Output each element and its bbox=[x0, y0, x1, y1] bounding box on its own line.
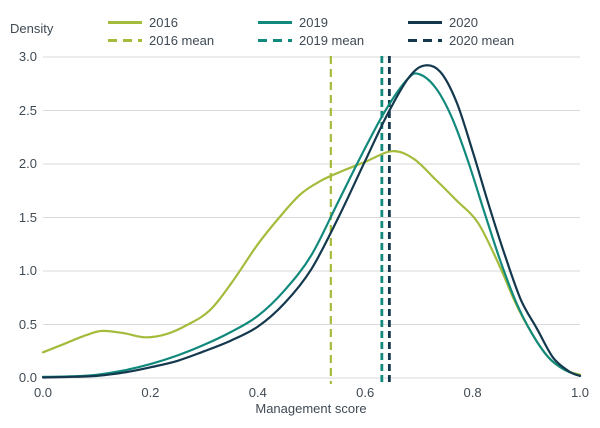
legend-label: 2020 bbox=[449, 15, 478, 30]
legend-label: 2019 mean bbox=[299, 33, 365, 48]
y-tick-label: 0.5 bbox=[18, 316, 37, 332]
x-tick-label: 0.8 bbox=[463, 385, 482, 400]
x-tick-label: 0.2 bbox=[141, 385, 160, 400]
y-tick-label: 1.5 bbox=[18, 209, 37, 225]
y-tick-label: 3.0 bbox=[18, 49, 37, 64]
legend-label: 2020 mean bbox=[449, 33, 515, 48]
line-swatch-2019 bbox=[258, 21, 292, 24]
x-tick-label: 0.0 bbox=[33, 385, 53, 400]
legend-item-2020-mean: 2020 mean bbox=[408, 33, 514, 48]
y-tick-label: 2.0 bbox=[18, 156, 37, 171]
y-tick-label: 1.0 bbox=[18, 263, 37, 278]
y-axis-title: Density bbox=[10, 21, 54, 36]
x-axis-title: Management score bbox=[255, 401, 367, 416]
dashed-line-swatch-2020-mean bbox=[408, 39, 442, 42]
dashed-line-swatch-2019-mean bbox=[258, 39, 292, 42]
legend-label: 2016 bbox=[149, 15, 178, 30]
dashed-line-swatch-2016-mean bbox=[108, 39, 142, 42]
x-tick-label: 0.4 bbox=[248, 385, 267, 400]
legend-label: 2016 mean bbox=[149, 33, 215, 48]
density-curve-2020 bbox=[41, 64, 582, 379]
line-swatch-2020 bbox=[408, 21, 442, 24]
legend-item-2016: 2016 bbox=[108, 15, 178, 30]
y-tick-label: 0.0 bbox=[18, 370, 37, 385]
legend-label: 2019 bbox=[299, 15, 328, 30]
legend-item-2016-mean: 2016 mean bbox=[108, 33, 214, 48]
density-curve-2016 bbox=[41, 150, 582, 376]
x-tick-label: 0.6 bbox=[356, 385, 375, 400]
y-tick-label: 2.5 bbox=[18, 102, 37, 118]
legend-item-2019-mean: 2019 mean bbox=[258, 33, 364, 48]
density-curve-2019 bbox=[41, 72, 582, 378]
legend-item-2019: 2019 bbox=[258, 15, 328, 30]
line-swatch-2016 bbox=[108, 21, 142, 24]
legend-item-2020: 2020 bbox=[408, 15, 478, 30]
x-tick-label: 1.0 bbox=[570, 385, 590, 400]
